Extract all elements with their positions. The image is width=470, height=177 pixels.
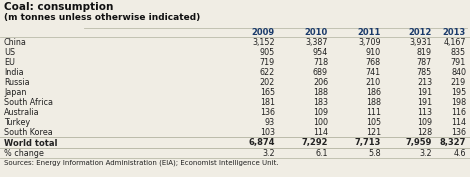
Text: 2010: 2010 (305, 28, 328, 37)
Text: (m tonnes unless otherwise indicated): (m tonnes unless otherwise indicated) (4, 13, 200, 22)
Text: 718: 718 (313, 58, 328, 67)
Text: 7,959: 7,959 (406, 138, 432, 147)
Text: 206: 206 (313, 78, 328, 87)
Text: 186: 186 (366, 88, 381, 97)
Text: 183: 183 (313, 98, 328, 107)
Text: 3.2: 3.2 (262, 149, 275, 158)
Text: 100: 100 (313, 118, 328, 127)
Text: 128: 128 (417, 128, 432, 137)
Text: 103: 103 (260, 128, 275, 137)
Text: 198: 198 (451, 98, 466, 107)
Text: 6.1: 6.1 (315, 149, 328, 158)
Text: 2013: 2013 (443, 28, 466, 37)
Text: 819: 819 (417, 48, 432, 57)
Text: Turkey: Turkey (4, 118, 30, 127)
Text: 2012: 2012 (408, 28, 432, 37)
Text: 93: 93 (265, 118, 275, 127)
Text: 622: 622 (260, 68, 275, 77)
Text: Japan: Japan (4, 88, 26, 97)
Text: Russia: Russia (4, 78, 30, 87)
Text: 791: 791 (451, 58, 466, 67)
Text: 835: 835 (451, 48, 466, 57)
Text: 3,709: 3,709 (359, 38, 381, 47)
Text: 4,167: 4,167 (444, 38, 466, 47)
Text: 121: 121 (366, 128, 381, 137)
Text: 136: 136 (451, 128, 466, 137)
Text: 3,152: 3,152 (252, 38, 275, 47)
Text: 109: 109 (417, 118, 432, 127)
Text: 689: 689 (313, 68, 328, 77)
Text: 2009: 2009 (252, 28, 275, 37)
Text: EU: EU (4, 58, 15, 67)
Text: Australia: Australia (4, 108, 39, 117)
Text: 3,387: 3,387 (306, 38, 328, 47)
Text: South Africa: South Africa (4, 98, 53, 107)
Text: 910: 910 (366, 48, 381, 57)
Text: 136: 136 (260, 108, 275, 117)
Text: 213: 213 (417, 78, 432, 87)
Text: 8,327: 8,327 (439, 138, 466, 147)
Text: 4.6: 4.6 (454, 149, 466, 158)
Text: 111: 111 (366, 108, 381, 117)
Text: 191: 191 (417, 88, 432, 97)
Text: World total: World total (4, 138, 57, 147)
Text: Sources: Energy Information Administration (EIA); Economist Intelligence Unit.: Sources: Energy Information Administrati… (4, 160, 279, 167)
Text: 7,713: 7,713 (355, 138, 381, 147)
Text: 105: 105 (366, 118, 381, 127)
Text: 787: 787 (417, 58, 432, 67)
Text: US: US (4, 48, 15, 57)
Text: 210: 210 (366, 78, 381, 87)
Text: % change: % change (4, 149, 44, 158)
Text: 3.2: 3.2 (419, 149, 432, 158)
Text: 181: 181 (260, 98, 275, 107)
Text: 114: 114 (451, 118, 466, 127)
Text: 5.8: 5.8 (368, 149, 381, 158)
Text: Coal: consumption: Coal: consumption (4, 2, 113, 12)
Text: 165: 165 (260, 88, 275, 97)
Text: 109: 109 (313, 108, 328, 117)
Text: 191: 191 (417, 98, 432, 107)
Text: 7,292: 7,292 (301, 138, 328, 147)
Text: 188: 188 (366, 98, 381, 107)
Text: 954: 954 (313, 48, 328, 57)
Text: 768: 768 (366, 58, 381, 67)
Text: 6,874: 6,874 (249, 138, 275, 147)
Text: 840: 840 (451, 68, 466, 77)
Text: 114: 114 (313, 128, 328, 137)
Text: 719: 719 (260, 58, 275, 67)
Text: 219: 219 (451, 78, 466, 87)
Text: 113: 113 (417, 108, 432, 117)
Text: China: China (4, 38, 27, 47)
Text: 2011: 2011 (358, 28, 381, 37)
Text: 195: 195 (451, 88, 466, 97)
Text: South Korea: South Korea (4, 128, 53, 137)
Text: 188: 188 (313, 88, 328, 97)
Text: 741: 741 (366, 68, 381, 77)
Text: 202: 202 (260, 78, 275, 87)
Text: 3,931: 3,931 (409, 38, 432, 47)
Text: 785: 785 (417, 68, 432, 77)
Text: 905: 905 (260, 48, 275, 57)
Text: 116: 116 (451, 108, 466, 117)
Text: India: India (4, 68, 24, 77)
